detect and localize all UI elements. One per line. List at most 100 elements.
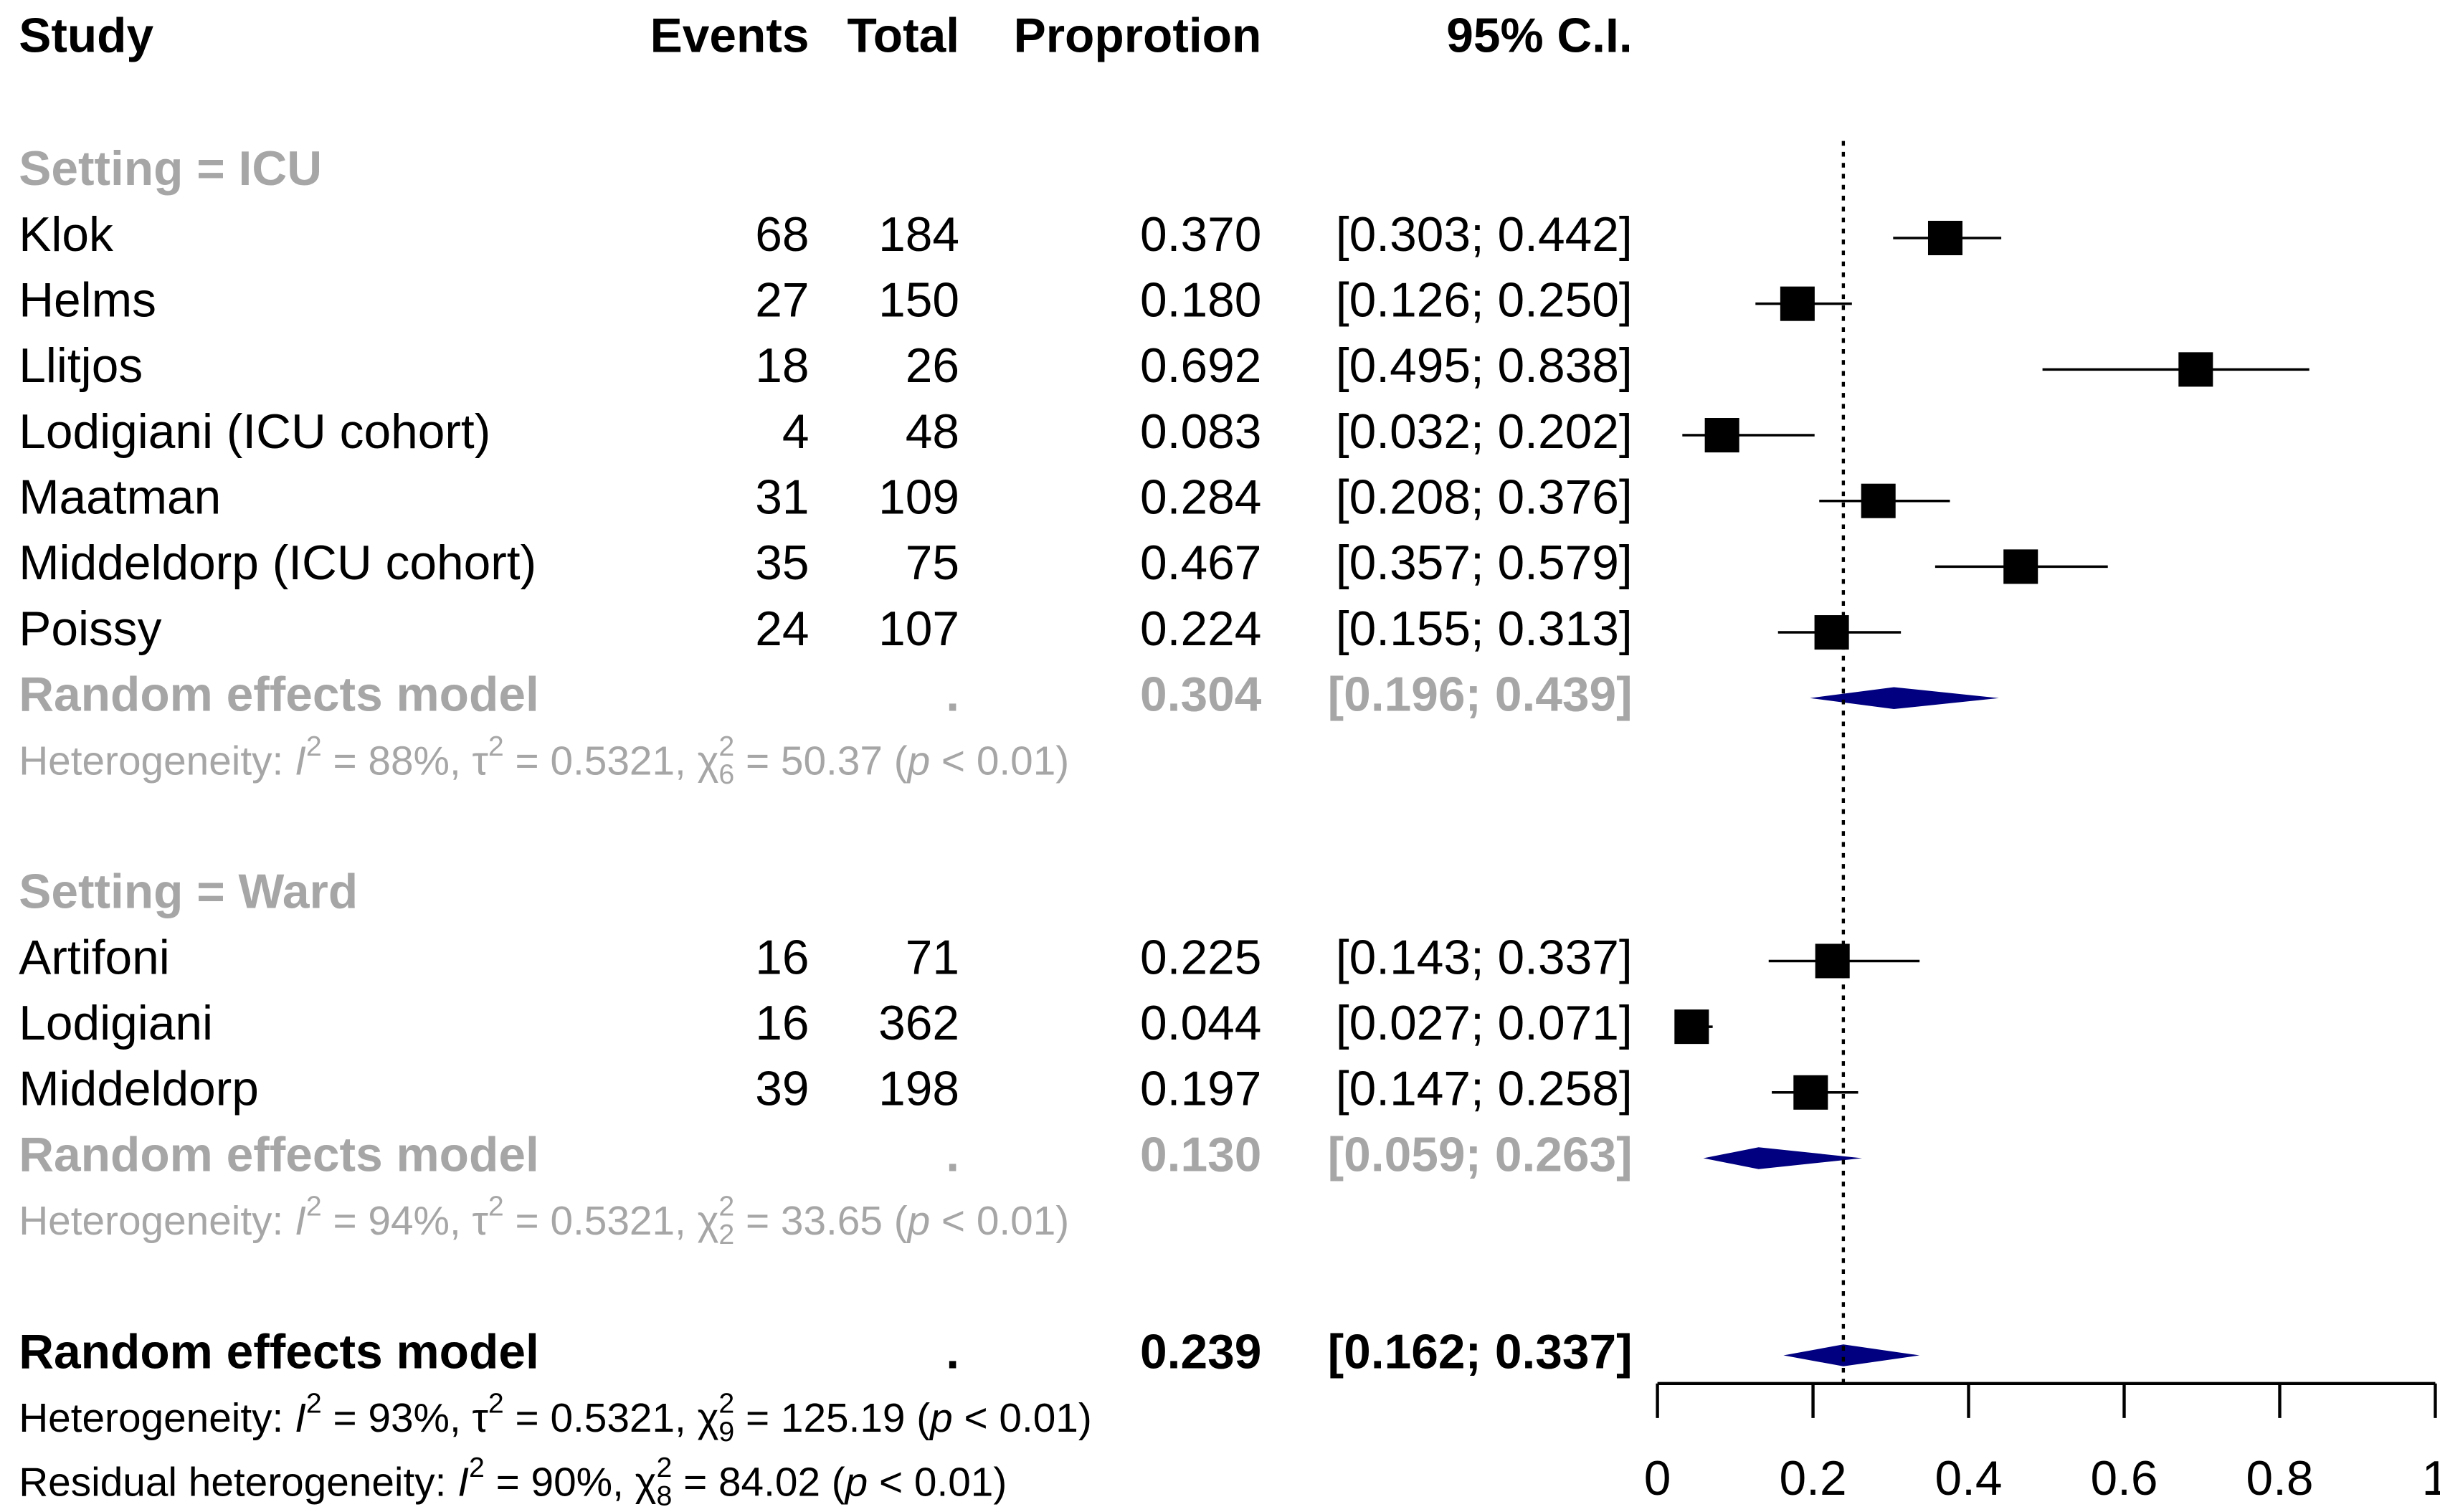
proportion: 0.224 bbox=[1140, 602, 1261, 656]
heterogeneity-text: < 0.01) bbox=[868, 1460, 1007, 1506]
heterogeneity-text: = 90%, bbox=[485, 1460, 635, 1506]
confidence-interval: [0.059; 0.263] bbox=[1328, 1128, 1633, 1181]
heterogeneity-text: 2 bbox=[488, 731, 504, 762]
heterogeneity-text: < 0.01) bbox=[930, 738, 1069, 784]
heterogeneity-text: p bbox=[844, 1460, 868, 1506]
proportion: 0.284 bbox=[1140, 471, 1261, 525]
events: 18 bbox=[755, 339, 809, 393]
total: 48 bbox=[906, 405, 959, 459]
heterogeneity-text: τ bbox=[473, 1199, 488, 1244]
heterogeneity-text: χ bbox=[635, 1460, 657, 1506]
study-square bbox=[1704, 418, 1739, 453]
column-header: Events bbox=[650, 9, 810, 63]
heterogeneity-text: 2 bbox=[488, 1388, 504, 1420]
proportion: 0.180 bbox=[1140, 274, 1261, 328]
total: . bbox=[946, 1325, 959, 1379]
proportion: 0.370 bbox=[1140, 208, 1261, 262]
confidence-interval: [0.196; 0.439] bbox=[1328, 668, 1633, 722]
total: 26 bbox=[906, 339, 959, 393]
heterogeneity-text: Residual heterogeneity: bbox=[19, 1460, 457, 1506]
heterogeneity-text: < 0.01) bbox=[930, 1199, 1069, 1244]
heterogeneity-text: 2 bbox=[306, 1388, 322, 1420]
x-tick-label: 0.2 bbox=[1780, 1452, 1847, 1506]
events: 27 bbox=[755, 274, 809, 328]
model-diamond bbox=[1703, 1147, 1862, 1169]
heterogeneity-text: χ bbox=[698, 738, 719, 784]
x-tick-label: 0 bbox=[1644, 1452, 1671, 1506]
heterogeneity-text: Heterogeneity: bbox=[19, 738, 295, 784]
heterogeneity-text: τ bbox=[473, 1396, 488, 1441]
confidence-interval: [0.357; 0.579] bbox=[1336, 536, 1633, 590]
study-square bbox=[2003, 549, 2038, 584]
study-name: Middeldorp bbox=[19, 1062, 259, 1116]
heterogeneity-text: χ bbox=[698, 1199, 719, 1244]
events: 35 bbox=[755, 536, 809, 590]
heterogeneity-text: 2 bbox=[718, 1388, 734, 1420]
heterogeneity-text: I bbox=[295, 738, 306, 784]
heterogeneity-text: p bbox=[906, 1199, 931, 1244]
heterogeneity-text: = 0.5321, bbox=[504, 1199, 698, 1244]
heterogeneity-text: 2 bbox=[306, 1191, 322, 1222]
proportion: 0.692 bbox=[1140, 339, 1261, 393]
total: 71 bbox=[906, 931, 959, 984]
study-name: Llitjos bbox=[19, 339, 143, 393]
x-tick-label: 0.8 bbox=[2246, 1452, 2313, 1506]
proportion: 0.239 bbox=[1140, 1325, 1261, 1379]
heterogeneity-text: = 84.02 ( bbox=[672, 1460, 845, 1506]
total: 150 bbox=[878, 274, 959, 328]
proportion: 0.304 bbox=[1140, 668, 1262, 722]
confidence-interval: [0.162; 0.337] bbox=[1328, 1325, 1633, 1379]
model-diamond bbox=[1783, 1344, 1920, 1366]
heterogeneity-text: 2 bbox=[488, 1191, 504, 1222]
heterogeneity-text: I bbox=[457, 1460, 469, 1506]
heterogeneity-text: Heterogeneity: bbox=[19, 1396, 295, 1441]
study-square bbox=[1861, 483, 1896, 518]
heterogeneity-text: I bbox=[295, 1199, 306, 1244]
heterogeneity-text: χ bbox=[698, 1396, 719, 1441]
confidence-interval: [0.303; 0.442] bbox=[1336, 208, 1633, 262]
study-name: Helms bbox=[19, 274, 156, 328]
model-label: Random effects model bbox=[19, 1325, 539, 1379]
proportion: 0.130 bbox=[1140, 1128, 1261, 1181]
confidence-interval: [0.495; 0.838] bbox=[1336, 339, 1633, 393]
heterogeneity-text: 2 bbox=[656, 1452, 672, 1483]
x-tick-label: 0.4 bbox=[1935, 1452, 2003, 1506]
heterogeneity-text: 8 bbox=[656, 1480, 672, 1512]
heterogeneity-text: p bbox=[906, 738, 931, 784]
subgroup-label: Setting = Ward bbox=[19, 865, 358, 919]
heterogeneity-text: 2 bbox=[469, 1452, 485, 1483]
proportion: 0.044 bbox=[1140, 997, 1261, 1050]
heterogeneity-text: Heterogeneity: bbox=[19, 1199, 295, 1244]
confidence-interval: [0.147; 0.258] bbox=[1336, 1062, 1633, 1116]
events: 4 bbox=[782, 405, 810, 459]
heterogeneity-text: 2 bbox=[718, 1219, 734, 1250]
heterogeneity-text: = 88%, bbox=[322, 738, 473, 784]
events: 24 bbox=[755, 602, 809, 656]
x-tick-label: 1 bbox=[2422, 1452, 2440, 1506]
model-diamond bbox=[1810, 687, 1999, 710]
total: 184 bbox=[878, 208, 959, 262]
confidence-interval: [0.143; 0.337] bbox=[1336, 931, 1633, 984]
model-label: Random effects model bbox=[19, 1128, 539, 1181]
proportion: 0.083 bbox=[1140, 405, 1261, 459]
study-name: Lodigiani bbox=[19, 997, 213, 1050]
events: 31 bbox=[755, 471, 809, 525]
subgroup-label: Setting = ICU bbox=[19, 142, 322, 196]
heterogeneity-text: 2 bbox=[718, 1191, 734, 1222]
study-square bbox=[1815, 943, 1850, 979]
total: . bbox=[946, 1128, 959, 1181]
total: 75 bbox=[906, 536, 959, 590]
total: 109 bbox=[878, 471, 959, 525]
events: 68 bbox=[755, 208, 809, 262]
total: . bbox=[946, 668, 959, 722]
heterogeneity-text: = 33.65 ( bbox=[734, 1199, 907, 1244]
study-square bbox=[1674, 1009, 1709, 1045]
heterogeneity-text: 9 bbox=[718, 1416, 734, 1447]
heterogeneity-text: 2 bbox=[718, 731, 734, 762]
study-name: Artifoni bbox=[19, 931, 170, 984]
heterogeneity-text: p bbox=[929, 1396, 953, 1441]
confidence-interval: [0.027; 0.071] bbox=[1336, 997, 1633, 1050]
confidence-interval: [0.155; 0.313] bbox=[1336, 602, 1633, 656]
column-header: Proprotion bbox=[1014, 9, 1262, 63]
